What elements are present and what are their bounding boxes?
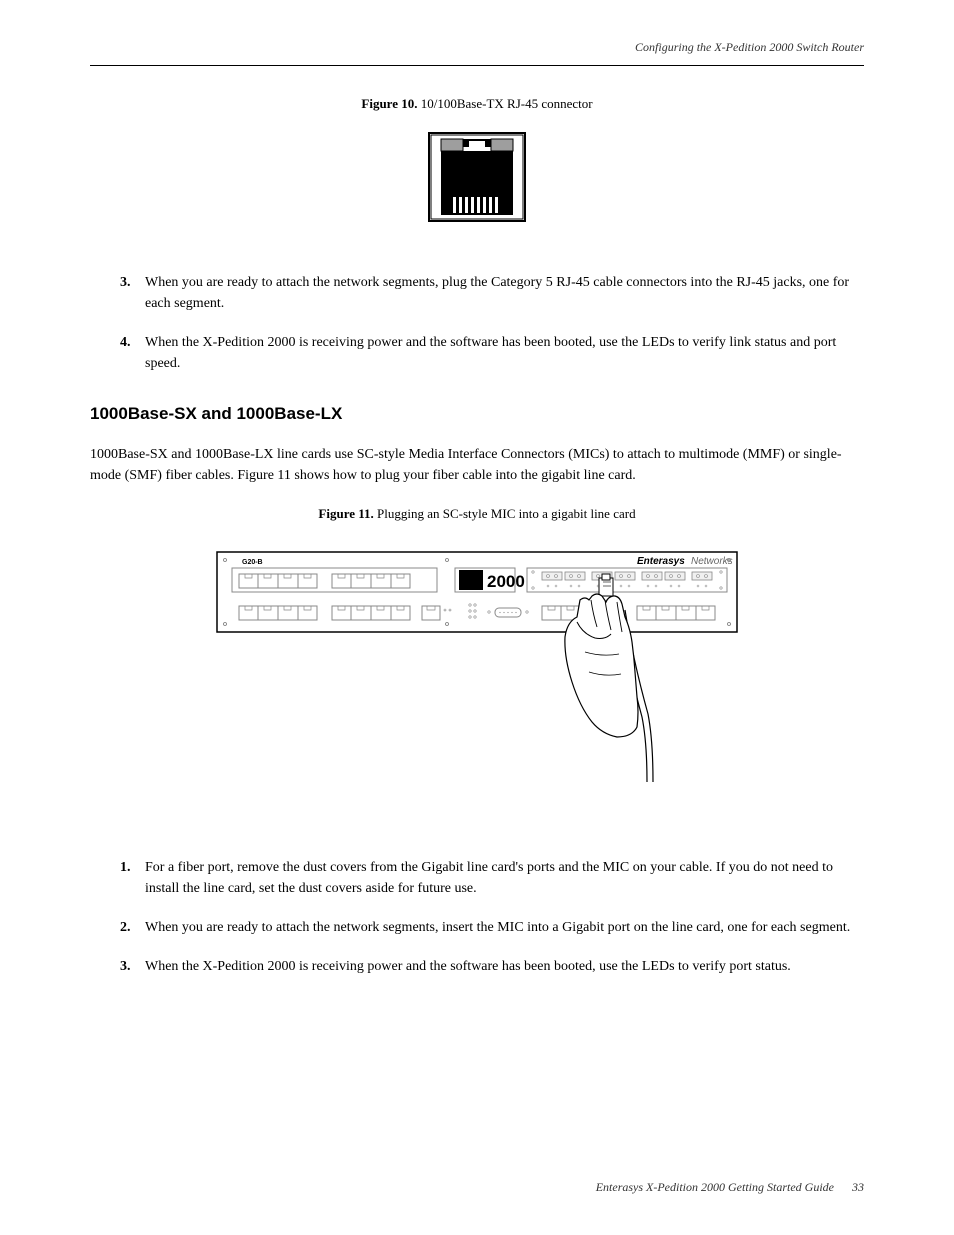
switch-diagram-icon: G20-B Enterasys Networks — [207, 542, 747, 812]
figure11-caption-text: Plugging an SC-style MIC into a gigabit … — [377, 506, 636, 521]
footer-title: Enterasys X-Pedition 2000 Getting Starte… — [596, 1180, 834, 1194]
list-item: 3. When you are ready to attach the netw… — [120, 272, 864, 314]
page-number: 33 — [852, 1180, 864, 1194]
section-body-1000base: 1000Base-SX and 1000Base-LX line cards u… — [90, 444, 864, 486]
header-right: Configuring the X-Pedition 2000 Switch R… — [90, 40, 864, 55]
step-number: 3. — [120, 272, 145, 314]
steps-after-fig10: 3. When you are ready to attach the netw… — [120, 272, 864, 374]
step-text: When the X-Pedition 2000 is receiving po… — [145, 332, 864, 374]
figure10-caption: Figure 10. 10/100Base-TX RJ-45 connector — [90, 96, 864, 112]
figure10-label: Figure 10. — [361, 96, 417, 111]
step-text: When you are ready to attach the network… — [145, 272, 864, 314]
header-rule — [90, 65, 864, 66]
step-text: When the X-Pedition 2000 is receiving po… — [145, 956, 864, 977]
step-text: When you are ready to attach the network… — [145, 917, 864, 938]
svg-text:Enterasys: Enterasys — [637, 556, 685, 567]
figure10-caption-text: 10/100Base-TX RJ-45 connector — [421, 96, 593, 111]
section-heading-1000base: 1000Base-SX and 1000Base-LX — [90, 404, 864, 424]
svg-text:G20-B: G20-B — [242, 559, 263, 566]
svg-text:Networks: Networks — [691, 556, 733, 567]
switch-figure: G20-B Enterasys Networks — [90, 542, 864, 817]
list-item: 2. When you are ready to attach the netw… — [120, 917, 864, 938]
step-text: For a fiber port, remove the dust covers… — [145, 857, 864, 899]
rj45-connector-icon — [427, 127, 527, 227]
steps-after-fig11: 1. For a fiber port, remove the dust cov… — [120, 857, 864, 977]
rj45-figure — [90, 127, 864, 232]
list-item: 3. When the X-Pedition 2000 is receiving… — [120, 956, 864, 977]
list-item: 4. When the X-Pedition 2000 is receiving… — [120, 332, 864, 374]
step-number: 4. — [120, 332, 145, 374]
figure11-label: Figure 11. — [318, 506, 373, 521]
list-item: 1. For a fiber port, remove the dust cov… — [120, 857, 864, 899]
svg-text:2000: 2000 — [487, 572, 525, 591]
step-number: 3. — [120, 956, 145, 977]
step-number: 1. — [120, 857, 145, 899]
step-number: 2. — [120, 917, 145, 938]
footer-text: Enterasys X-Pedition 2000 Getting Starte… — [596, 1180, 864, 1195]
figure11-caption: Figure 11. Plugging an SC-style MIC into… — [90, 506, 864, 522]
